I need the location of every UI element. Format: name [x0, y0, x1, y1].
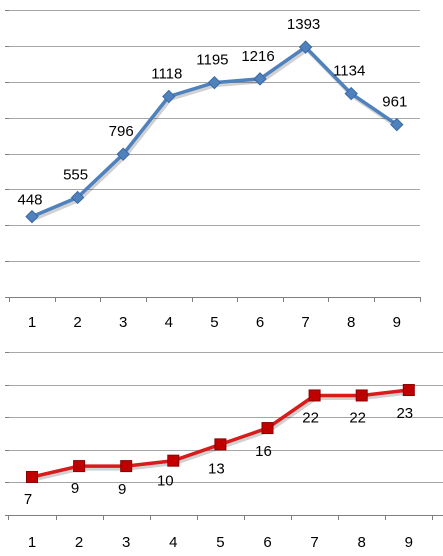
data-point-marker [308, 389, 321, 402]
x-tick-label: 3 [119, 314, 127, 331]
x-tick-label: 5 [216, 534, 224, 551]
x-tick-label: 8 [347, 314, 355, 331]
x-tick-label: 3 [122, 534, 130, 551]
data-label: 1195 [196, 52, 228, 69]
data-label: 555 [63, 166, 88, 183]
markers [25, 40, 404, 224]
data-label: 1134 [333, 63, 365, 80]
data-point-marker [167, 454, 180, 467]
x-tick-label: 8 [358, 534, 366, 551]
x-tick-label: 6 [256, 314, 264, 331]
data-label: 448 [17, 192, 42, 209]
x-tick-label: 4 [165, 314, 173, 331]
data-point-marker [207, 75, 222, 90]
data-label: 22 [349, 410, 366, 427]
x-tick-label: 2 [75, 534, 83, 551]
data-label: 1118 [151, 66, 182, 83]
data-point-marker [116, 147, 130, 161]
data-point-marker [298, 40, 313, 54]
data-point-marker [253, 72, 267, 86]
x-tick-label: 1 [28, 314, 36, 331]
data-label: 13 [208, 460, 225, 477]
x-tick-label: 9 [393, 314, 401, 331]
data-point-marker [214, 438, 227, 451]
data-point-marker [70, 190, 85, 205]
x-axis [5, 352, 443, 520]
data-label: 22 [302, 410, 319, 427]
line-chart-top: 448 555 796 1118 1195 1216 1393 1134 961 1 2 3 4 5 6 7… [5, 10, 421, 331]
x-tick-label: 7 [301, 314, 309, 331]
x-tick-label: 2 [73, 314, 81, 331]
data-label: 1216 [241, 48, 274, 65]
x-axis [5, 10, 421, 302]
x-tick-labels: 1 2 3 4 5 6 7 8 9 [28, 534, 413, 551]
data-label: 961 [382, 94, 407, 111]
data-point-marker [25, 209, 39, 224]
data-point-marker [355, 389, 368, 402]
data-point-marker [73, 460, 86, 473]
gridlines [9, 352, 443, 483]
x-tick-labels: 1 2 3 4 5 6 7 8 9 [28, 314, 401, 331]
x-tick-label: 5 [210, 314, 218, 331]
data-point-marker [26, 470, 38, 483]
data-label: 9 [118, 481, 126, 498]
data-label: 9 [71, 480, 79, 497]
x-tick-label: 7 [310, 534, 318, 551]
data-labels: 448 555 796 1118 1195 1216 1393 1134 961 [17, 16, 407, 209]
data-label: 1393 [287, 16, 320, 33]
data-label: 16 [255, 443, 272, 460]
data-label: 10 [157, 473, 174, 490]
x-tick-label: 9 [405, 534, 413, 551]
data-point-marker [402, 384, 415, 397]
data-label: 23 [396, 405, 413, 422]
data-label: 796 [109, 123, 134, 140]
data-point-marker [261, 422, 274, 435]
data-point-marker [120, 460, 133, 473]
x-tick-label: 6 [263, 534, 271, 551]
x-tick-label: 4 [169, 534, 177, 551]
data-point-marker [162, 89, 176, 104]
data-point-marker [390, 117, 404, 132]
data-point-marker [344, 86, 358, 101]
data-labels: 7 9 9 10 13 16 22 22 23 [24, 405, 413, 508]
gridlines [9, 10, 420, 262]
markers [26, 384, 415, 483]
x-tick-label: 1 [28, 534, 36, 551]
data-label: 7 [24, 491, 32, 508]
